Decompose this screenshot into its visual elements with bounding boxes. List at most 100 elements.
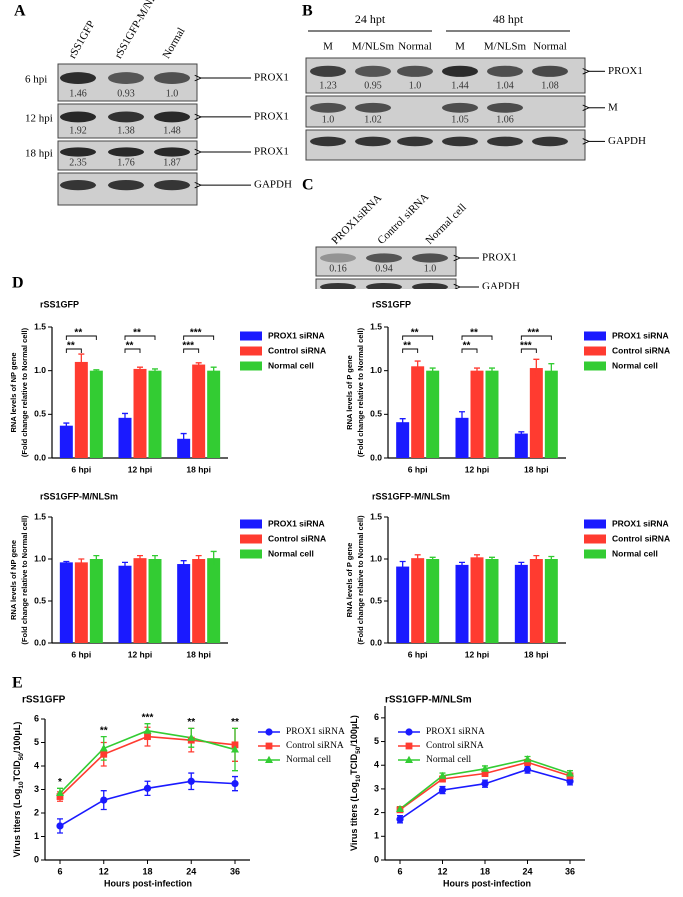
marker — [143, 726, 152, 734]
y-tick-label: 3 — [374, 783, 379, 793]
legend-swatch — [240, 361, 262, 371]
y-axis-label-part: /100μL) — [349, 715, 359, 747]
error-bar — [533, 358, 540, 377]
legend-label: PROX1 siRNA — [286, 727, 345, 737]
target-label: GAPDH — [608, 135, 646, 147]
chart-title: rSS1GFP-M/NLSm — [40, 491, 118, 501]
lane-label: M — [323, 41, 333, 53]
legend-swatch — [240, 549, 262, 559]
lane-label: M/NLSm — [484, 41, 527, 53]
significance-bracket — [183, 348, 200, 353]
significance-label: ** — [463, 341, 471, 352]
marker — [566, 777, 574, 785]
y-tick-label: 0.0 — [370, 452, 382, 462]
error-bar — [429, 556, 436, 561]
lane-label: M — [455, 41, 465, 53]
error-bar — [414, 360, 421, 372]
x-axis-label: Hours post-infection — [104, 878, 192, 888]
bar — [455, 564, 469, 643]
blot-band — [412, 282, 448, 289]
error-bar — [459, 561, 465, 568]
error-bar — [518, 431, 525, 436]
bar — [411, 558, 425, 643]
x-tick-label: 36 — [565, 866, 575, 876]
marker — [396, 804, 404, 813]
marker — [523, 755, 532, 763]
legend-marker — [405, 742, 413, 750]
error-bar — [180, 560, 187, 568]
legend-label: Control siRNA — [268, 533, 326, 543]
significance-label: ** — [74, 328, 82, 339]
blot-band — [154, 180, 190, 191]
y-tick-label: 5 — [374, 736, 379, 746]
error-bar — [548, 363, 555, 378]
blot-band — [412, 253, 448, 263]
legend-label: Control siRNA — [286, 741, 344, 751]
marker — [56, 788, 64, 797]
bar — [470, 370, 484, 458]
x-tick-label: 12 hpi — [128, 649, 153, 659]
bar — [133, 558, 147, 643]
bar — [544, 370, 558, 458]
blot-band — [366, 282, 402, 289]
legend-swatch — [584, 331, 606, 341]
group-label: 24 hpt — [355, 12, 386, 26]
blot-band — [355, 136, 391, 147]
band-ratio: 0.93 — [117, 88, 135, 99]
marker — [481, 770, 489, 777]
error-bar — [137, 554, 143, 561]
bar — [118, 565, 132, 643]
legend-label: Normal cell — [612, 360, 658, 370]
x-tick-label: 12 hpi — [465, 464, 490, 474]
significance-bracket — [520, 348, 537, 353]
chart-title: rSS1GFP — [372, 299, 411, 309]
chart-title: rSS1GFP-M/NLSm — [385, 695, 472, 706]
error-bar — [93, 554, 100, 563]
y-axis-label: Virus titers (Log10TCID50/100μL) — [12, 722, 25, 858]
y-tick-label: 1.0 — [370, 553, 382, 563]
error-bar — [414, 554, 421, 562]
marker — [438, 771, 447, 779]
y-tick-label: 0.5 — [34, 595, 46, 605]
legend-label: Normal cell — [268, 548, 314, 558]
legend-marker — [405, 728, 413, 736]
band-ratio: 1.46 — [69, 88, 87, 99]
legend-swatch — [584, 549, 606, 559]
y-tick-label: 0.5 — [370, 409, 382, 419]
significance-label: ** — [403, 341, 411, 352]
significance-bracket — [461, 335, 493, 340]
target-label: GAPDH — [254, 179, 292, 191]
bar — [514, 564, 528, 643]
y-tick-label: 3 — [34, 784, 39, 794]
band-ratio: 1.87 — [163, 157, 181, 168]
legend-label: Normal cell — [426, 755, 471, 765]
band-ratio: 1.23 — [319, 80, 337, 91]
marker — [144, 733, 151, 741]
target-label: PROX1 — [254, 72, 289, 84]
band-ratio: 1.44 — [451, 80, 469, 91]
significance-bracket — [65, 335, 97, 340]
blot-band — [108, 180, 144, 191]
legend-label: Normal cell — [268, 360, 314, 370]
legend-label: Normal cell — [612, 548, 658, 558]
marker — [231, 741, 239, 749]
bar — [192, 559, 206, 643]
blot-band — [310, 102, 346, 113]
y-tick-label: 0.5 — [34, 409, 46, 419]
y-tick-label: 1 — [34, 831, 39, 841]
bar — [192, 364, 206, 458]
legend-label: PROX1 siRNA — [612, 518, 669, 528]
marker — [187, 777, 195, 785]
band-ratio: 1.0 — [322, 114, 335, 125]
marker — [187, 733, 196, 741]
blot-band — [532, 136, 568, 147]
blot-band — [397, 65, 433, 77]
significance-label: ** — [411, 328, 419, 339]
y-tick-label: 4 — [34, 760, 39, 770]
bar — [485, 559, 499, 643]
legend-swatch — [584, 519, 606, 529]
y-tick-label: 1.5 — [34, 511, 46, 521]
y-tick-label: 0 — [34, 854, 39, 864]
bar — [411, 366, 425, 458]
